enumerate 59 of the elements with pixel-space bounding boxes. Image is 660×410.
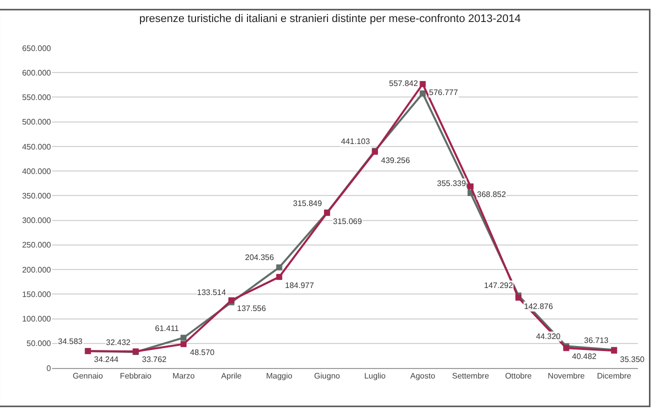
x-tick-label: Ottobre	[505, 372, 532, 381]
y-tick-label: 550.000	[22, 93, 52, 102]
y-tick-label: 600.000	[22, 68, 52, 78]
data-label: 439.256	[381, 156, 410, 165]
point	[420, 81, 426, 88]
data-label: 35.350	[620, 355, 646, 364]
y-tick-label: 450.000	[22, 142, 52, 152]
data-label: 40.482	[572, 352, 598, 361]
data-label: 204.356	[245, 253, 274, 262]
data-label: 355.339	[437, 179, 466, 188]
point	[420, 90, 426, 96]
point	[180, 341, 187, 348]
x-tick-label: Dicembre	[596, 372, 632, 381]
y-tick-label: 100.000	[22, 314, 52, 324]
data-label: 147.292	[484, 281, 514, 290]
point	[180, 334, 187, 341]
x-tick-label: Settembre	[452, 372, 490, 381]
x-tick-label: Aprile	[221, 372, 242, 381]
data-label: 133.514	[197, 288, 226, 297]
x-tick-label: Luglio	[364, 372, 386, 381]
data-label: 34.583	[58, 337, 84, 346]
data-label: 557.842	[389, 79, 418, 88]
data-label: 44.320	[536, 332, 562, 341]
y-tick-label: 650.000	[22, 44, 52, 53]
x-tick-label: Marzo	[172, 372, 196, 381]
y-tick-label: 500.000	[22, 118, 52, 127]
data-label: 137.556	[237, 304, 266, 313]
y-tick-label: 300.000	[22, 216, 52, 226]
y-tick-label: 250.000	[22, 240, 52, 250]
y-tick-label: 50.000	[26, 339, 52, 348]
point	[468, 183, 474, 190]
point	[515, 294, 522, 301]
x-tick-label: Gennaio	[72, 372, 104, 381]
data-label: 315.849	[293, 199, 322, 208]
x-tick-label: Maggio	[266, 372, 293, 381]
data-label: 576.777	[429, 88, 458, 97]
x-tick-label: Giugno	[314, 372, 341, 381]
x-tick-label: Febbraio	[120, 372, 152, 381]
data-label: 36.713	[584, 336, 610, 345]
data-label: 184.977	[285, 281, 314, 290]
data-label: 32.432	[106, 338, 132, 347]
data-label: 48.570	[190, 348, 216, 357]
data-label: 61.411	[155, 324, 180, 333]
point	[276, 264, 282, 270]
y-tick-label: 150.000	[22, 290, 52, 299]
data-label: 315.069	[333, 217, 362, 226]
x-tick-label: Novembre	[548, 372, 586, 381]
y-tick-label: 350.000	[22, 191, 52, 200]
data-label: 33.762	[142, 355, 168, 364]
data-label: 142.876	[524, 302, 554, 311]
y-tick-label: 400.000	[22, 166, 52, 176]
y-tick-label: 0	[46, 364, 52, 373]
data-label: 441.103	[341, 137, 370, 146]
chart-title: presenze turistiche di italiani e stranieri distinte per mese-confronto 2013-2014	[139, 13, 521, 26]
data-label: 34.244	[94, 355, 120, 364]
x-tick-label: Agosto	[410, 372, 436, 381]
point	[276, 274, 282, 280]
y-tick-label: 200.000	[22, 265, 52, 274]
data-label: 368.852	[477, 190, 506, 199]
